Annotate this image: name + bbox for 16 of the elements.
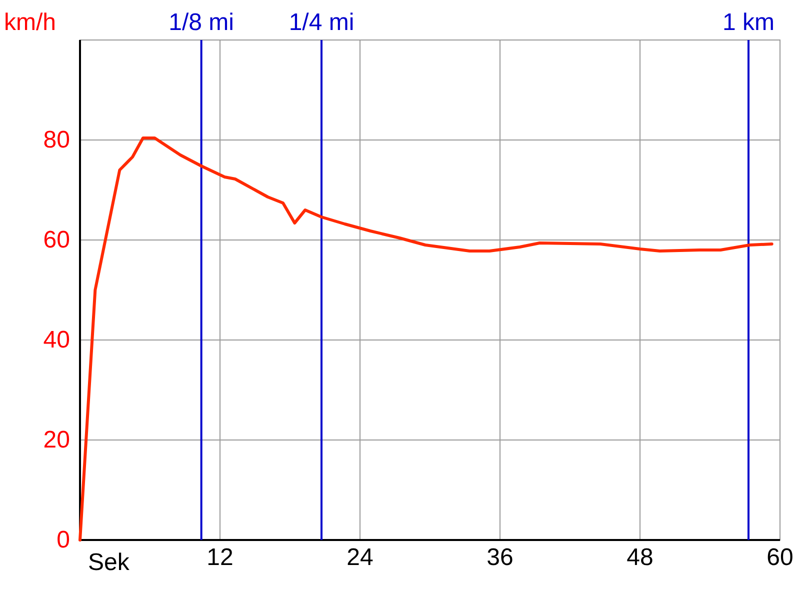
y-tick-label: 80	[43, 126, 70, 154]
x-tick-label: 12	[206, 544, 234, 572]
ref-line-label: 1/4 mi	[288, 9, 354, 36]
x-tick-label: 60	[766, 544, 794, 572]
x-axis-title: Sek	[88, 549, 130, 576]
y-tick-label: 60	[43, 226, 70, 254]
x-tick-label: 24	[346, 544, 374, 572]
y-tick-label: 0	[56, 526, 70, 554]
ref-line-label: 1 km	[722, 9, 775, 36]
line-series	[78, 136, 774, 542]
y-tick-label: 20	[43, 426, 70, 454]
y-tick-label: 40	[43, 326, 70, 354]
x-tick-label: 48	[626, 544, 654, 572]
x-tick-label: 36	[486, 544, 514, 572]
y-axis-title: km/h	[4, 9, 56, 36]
ref-line-label: 1/8 mi	[168, 9, 234, 36]
